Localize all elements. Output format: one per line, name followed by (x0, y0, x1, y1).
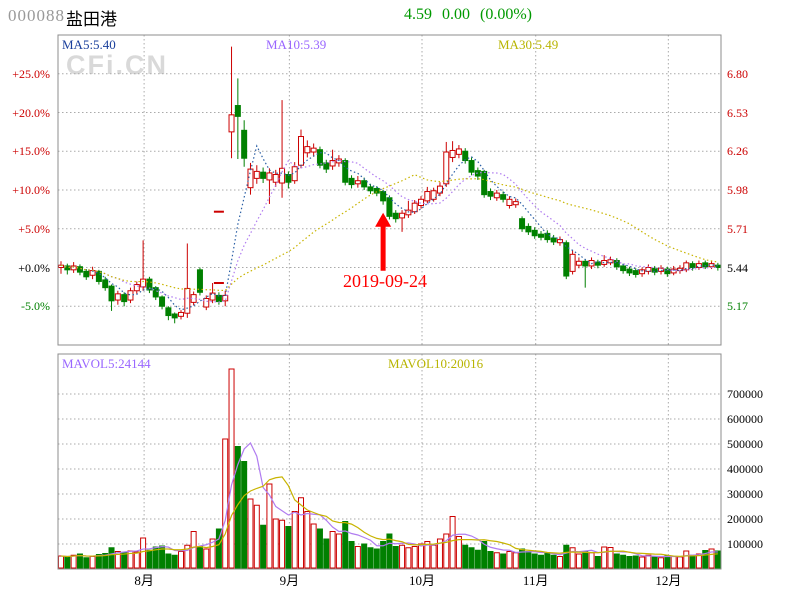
ma5-legend: MA5:5.40 (62, 37, 116, 52)
pct-axis-label: +5.0% (18, 221, 50, 236)
watermark-logo: CFi.CN (66, 50, 168, 80)
pct-axis-label: +20.0% (12, 105, 50, 120)
volume-axis-label: 300000 (727, 487, 763, 501)
ma30-legend: MA30:5.49 (498, 37, 559, 52)
volume-axis-label: 700000 (727, 387, 763, 401)
ma10-legend: MA10:5.39 (266, 37, 327, 52)
stock-name: 盐田港 (66, 10, 117, 29)
mavol10-legend: MAVOL10:20016 (388, 356, 484, 371)
volume-axis-label: 100000 (727, 537, 763, 551)
volume-axis-label: 400000 (727, 462, 763, 476)
price-axis-label: 6.26 (727, 144, 748, 159)
price-axis-label: 6.53 (727, 105, 748, 120)
pct-axis-label: +10.0% (12, 183, 50, 197)
quote-price: 4.59 (404, 6, 432, 23)
month-label: 12月 (655, 573, 682, 588)
price-axis-label: 6.80 (727, 66, 748, 81)
price-axis-label: 5.17 (727, 299, 748, 314)
price-axis-label: 5.98 (727, 183, 748, 197)
stock-quote: 4.59 0.00 (0.00%) (404, 6, 542, 24)
mavol5-legend: MAVOL5:24144 (62, 356, 151, 371)
quote-change: 0.00 (442, 6, 470, 23)
quote-change-pct: (0.00%) (480, 6, 532, 23)
pct-axis-label: +25.0% (12, 66, 50, 81)
month-label: 8月 (134, 573, 154, 588)
stock-code: 000088 (8, 6, 65, 25)
price-axis-label: 5.44 (727, 260, 748, 275)
volume-axis-label: 500000 (727, 437, 763, 451)
month-label: 9月 (279, 573, 300, 588)
volume-axis-label: 200000 (727, 512, 763, 526)
pct-axis-label: -5.0% (21, 299, 50, 314)
pct-axis-label: +0.0% (18, 260, 50, 275)
month-label: 11月 (522, 573, 549, 588)
annotation-date: 2019-09-24 (343, 271, 427, 291)
volume-axis-label: 600000 (727, 412, 763, 426)
price-axis-label: 5.71 (727, 221, 748, 236)
month-label: 10月 (408, 573, 436, 588)
pct-axis-label: +15.0% (12, 144, 50, 159)
